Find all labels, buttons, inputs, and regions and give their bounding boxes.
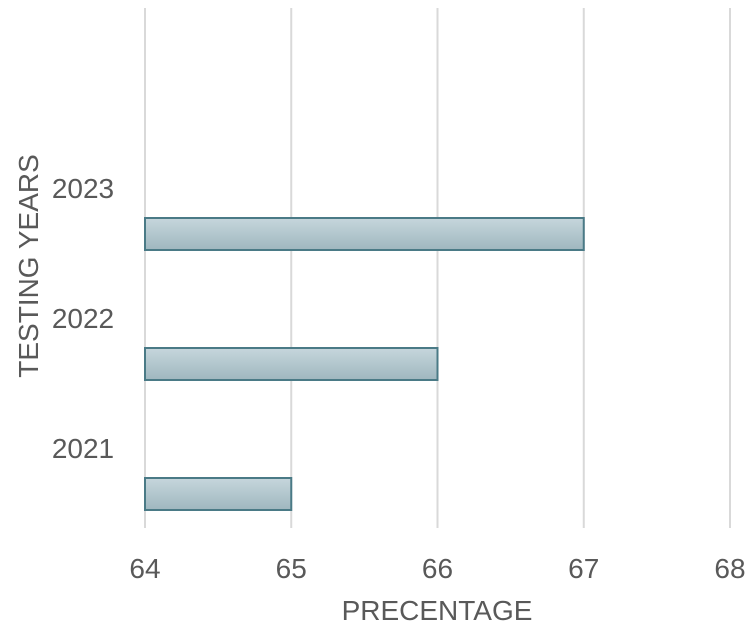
- bars: [144, 217, 585, 511]
- x-tick-label: 65: [276, 553, 307, 584]
- x-tick-label: 68: [714, 553, 745, 584]
- x-tick-label: 67: [568, 553, 599, 584]
- y-category-label: 2023: [52, 173, 114, 204]
- x-axis-title: PRECENTAGE: [342, 595, 533, 626]
- bar-2021: [144, 477, 293, 511]
- y-category-label: 2022: [52, 303, 114, 334]
- bar-2022: [144, 347, 439, 381]
- y-axis-title: TESTING YEARS: [13, 154, 44, 378]
- y-axis-categories: 2021 2022 2023: [52, 173, 114, 464]
- x-tick-label: 66: [422, 553, 453, 584]
- bar-2023: [144, 217, 585, 251]
- gridlines: [144, 8, 731, 528]
- y-category-label: 2021: [52, 433, 114, 464]
- x-tick-label: 64: [129, 553, 160, 584]
- x-axis-ticks: 64 65 66 67 68: [129, 553, 745, 584]
